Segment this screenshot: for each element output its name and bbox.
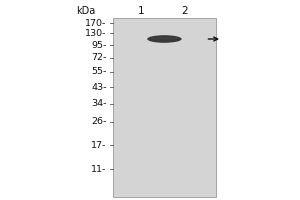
Text: 1: 1 <box>138 6 144 16</box>
Text: 26-: 26- <box>91 117 106 127</box>
Text: 55-: 55- <box>91 68 106 76</box>
Text: 72-: 72- <box>91 53 106 62</box>
Text: 2: 2 <box>181 6 188 16</box>
Text: kDa: kDa <box>76 6 95 16</box>
Text: 34-: 34- <box>91 99 106 108</box>
Text: 130-: 130- <box>85 28 106 38</box>
Text: 11-: 11- <box>91 164 106 173</box>
Text: 17-: 17- <box>91 140 106 150</box>
Text: 43-: 43- <box>91 82 106 92</box>
Ellipse shape <box>151 37 178 40</box>
Bar <box>112 18 216 197</box>
Text: 95-: 95- <box>91 40 106 49</box>
Ellipse shape <box>147 35 182 43</box>
Text: 170-: 170- <box>85 19 106 27</box>
